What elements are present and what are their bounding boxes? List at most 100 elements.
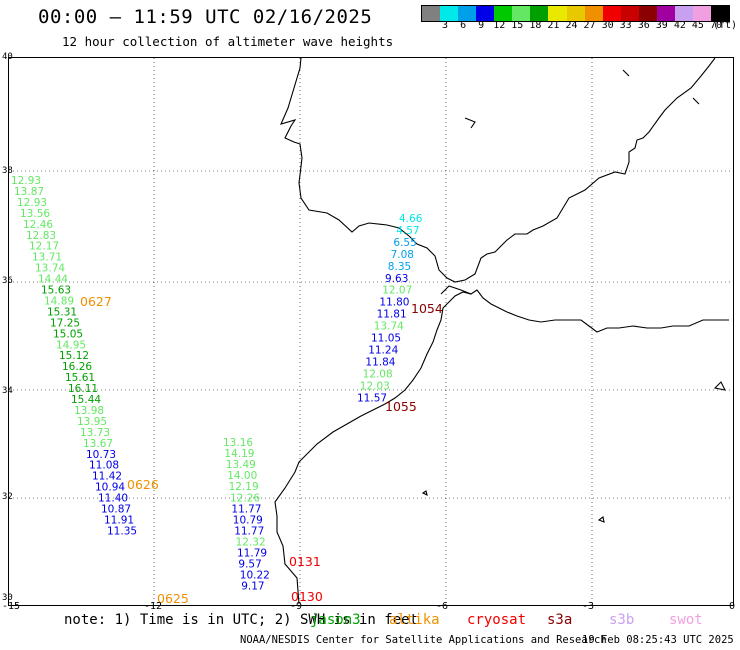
- legend-label-6: 6: [460, 20, 467, 31]
- middle-track-value-13: 9.17: [241, 581, 264, 593]
- west-track-value-2: 12.93: [17, 197, 47, 209]
- legend-swatch-13: [656, 6, 675, 21]
- west-track-value-24: 13.67: [83, 438, 113, 450]
- legend-label-12: 12: [493, 20, 506, 31]
- legend-swatch-8: [566, 6, 585, 21]
- west-track-value-5: 12.83: [26, 230, 56, 242]
- west-track-value-25: 10.73: [86, 449, 116, 461]
- east-track-value-6: 12.07: [382, 285, 412, 297]
- legend-label-30: 30: [601, 20, 614, 31]
- satellite-legend-s3b: s3b: [609, 612, 635, 628]
- west-track-value-15: 14.95: [56, 339, 86, 351]
- page-subtitle: 12 hour collection of altimeter wave hei…: [62, 34, 394, 49]
- middle-track-value-6: 11.77: [231, 503, 261, 515]
- map-frame: 12.93 13.87 12.93 13.56 12.46 12.83 12.17 13.71…: [8, 57, 734, 606]
- middle-track-value-4: 12.19: [229, 481, 259, 493]
- lat-label-40: 40: [2, 52, 13, 62]
- east-track-value-4: 8.35: [388, 261, 411, 273]
- middle-track-value-8: 11.77: [234, 525, 264, 537]
- legend-label-18: 18: [529, 20, 542, 31]
- legend-label-39: 39: [655, 20, 668, 31]
- lake-3: [692, 97, 700, 105]
- satellite-legend-cryosat: cryosat: [467, 612, 527, 628]
- west-track-value-23: 13.73: [80, 427, 110, 439]
- legend-label-70: 70: [709, 20, 722, 31]
- east-track-value-15: 11.57: [357, 392, 387, 404]
- east-track-value-2: 6.55: [393, 237, 416, 249]
- middle-track-value-1: 14.19: [224, 448, 254, 460]
- satellite-legend-s3a: s3a: [547, 612, 573, 628]
- east-track-value-5: 9.63: [385, 273, 408, 285]
- pass-label-0627: 0627: [80, 294, 112, 309]
- lake-2: [622, 69, 630, 77]
- satellite-legend-altika: altika: [389, 612, 440, 628]
- west-track-value-4: 12.46: [23, 219, 53, 231]
- west-track-value-29: 11.40: [98, 493, 128, 505]
- west-track-value-17: 16.26: [62, 361, 92, 373]
- legend-swatch-3: [476, 6, 495, 21]
- west-track-value-22: 13.95: [77, 416, 107, 428]
- middle-track-value-0: 13.16: [223, 437, 253, 449]
- legend-swatch-9: [584, 6, 603, 21]
- graticule: [9, 58, 733, 605]
- legend-swatch-14: [674, 6, 693, 21]
- legend-label-27: 27: [583, 20, 596, 31]
- legend-swatch-10: [602, 6, 621, 21]
- west-track-value-18: 15.61: [65, 372, 95, 384]
- color-scale-legend: [421, 5, 730, 22]
- coastline: [274, 57, 729, 605]
- east-track-value-9: 13.74: [374, 321, 404, 333]
- pass-label-0626: 0626: [127, 477, 159, 492]
- west-track-value-27: 11.42: [92, 471, 122, 483]
- legend-label-3: 3: [442, 20, 449, 31]
- legend-swatch-1: [440, 6, 459, 21]
- west-track-value-10: 15.63: [41, 285, 71, 297]
- legend-swatch-15: [692, 6, 711, 21]
- middle-track-value-9: 12.32: [236, 536, 266, 548]
- lon-label-minus6: -6: [436, 601, 449, 612]
- pass-label-1055: 1055: [385, 399, 417, 414]
- legend-swatch-0: [422, 6, 441, 21]
- legend-label-33: 33: [619, 20, 632, 31]
- legend-label-9: 9: [478, 20, 485, 31]
- west-track-value-16: 15.12: [59, 350, 89, 362]
- middle-track-value-12: 10.22: [240, 570, 270, 582]
- lat-label-30: 30: [2, 593, 13, 603]
- east-track-value-8: 11.81: [377, 309, 407, 321]
- west-track-value-3: 13.56: [20, 208, 50, 220]
- west-track-value-0: 12.93: [11, 175, 41, 187]
- east-track-value-7: 11.80: [379, 297, 409, 309]
- lon-label-minus12: -12: [144, 601, 163, 612]
- islet-1: [421, 490, 428, 497]
- coastline-portugal: [280, 57, 410, 237]
- legend-swatch-11: [620, 6, 639, 21]
- pass-label-0130: 0130: [291, 589, 323, 604]
- legend-label-21: 21: [547, 20, 560, 31]
- west-track-value-1: 13.87: [14, 186, 44, 198]
- lon-label-minus9: -9: [290, 601, 303, 612]
- east-track-value-10: 11.05: [371, 333, 401, 345]
- satellite-tracks: 12.9313.8712.9313.5612.4612.8312.1713.71…: [11, 175, 443, 606]
- lat-label-32: 32: [2, 492, 13, 502]
- legend-unit: (ft): [713, 20, 738, 31]
- legend-label-24: 24: [565, 20, 578, 31]
- coastline-gibraltar-point: [440, 285, 472, 295]
- middle-track-value-7: 10.79: [233, 514, 263, 526]
- legend-label-45: 45: [691, 20, 704, 31]
- east-track-value-12: 11.84: [365, 356, 395, 368]
- legend-swatch-16: [711, 6, 730, 21]
- west-track-value-14: 15.05: [53, 328, 83, 340]
- generation-timestamp: 19 Feb 08:25:43 UTC 2025: [582, 634, 734, 646]
- legend-swatch-7: [548, 6, 567, 21]
- islet-3: [713, 381, 726, 391]
- lon-label-minus3: -3: [582, 601, 595, 612]
- west-track-value-7: 13.71: [32, 252, 62, 264]
- legend-label-36: 36: [637, 20, 650, 31]
- legend-label-42: 42: [673, 20, 686, 31]
- lat-label-38: 38: [2, 166, 13, 176]
- east-track-value-11: 11.24: [368, 344, 398, 356]
- west-track-value-9: 14.44: [38, 274, 68, 286]
- legend-swatch-4: [494, 6, 513, 21]
- legend-swatch-2: [458, 6, 477, 21]
